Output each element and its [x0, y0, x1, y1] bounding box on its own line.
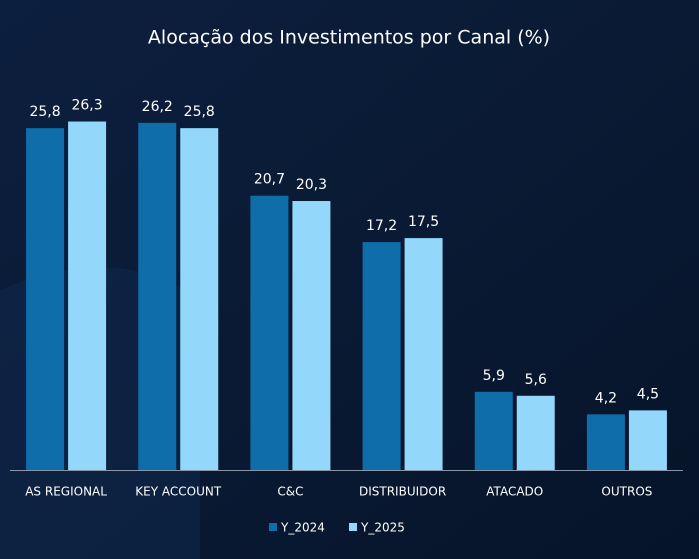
- x-tick-label: KEY ACCOUNT: [135, 485, 222, 499]
- legend-swatch: [349, 523, 357, 531]
- value-label: 5,6: [525, 372, 547, 388]
- x-tick-label: C&C: [277, 485, 303, 499]
- value-label: 5,9: [483, 368, 505, 384]
- bar: [404, 238, 443, 470]
- legend-label: Y_2025: [360, 521, 405, 535]
- value-label: 17,2: [366, 218, 397, 234]
- value-label: 20,3: [296, 177, 327, 193]
- bar: [138, 122, 177, 470]
- value-label: 4,5: [637, 386, 659, 402]
- chart-title: Alocação dos Investimentos por Canal (%): [148, 27, 550, 49]
- value-label: 20,7: [254, 172, 285, 188]
- value-label: 26,2: [142, 99, 173, 115]
- x-tick-label: ATACADO: [486, 485, 543, 499]
- value-label: 25,8: [184, 104, 215, 120]
- bar: [474, 391, 513, 470]
- bar: [628, 410, 667, 470]
- bar: [250, 195, 289, 470]
- bar: [586, 414, 625, 470]
- bar: [292, 201, 331, 470]
- value-label: 25,8: [29, 104, 60, 120]
- value-label: 17,5: [408, 214, 439, 230]
- x-tick-label: AS REGIONAL: [25, 485, 107, 499]
- bar: [362, 242, 401, 470]
- value-label: 4,2: [595, 390, 617, 406]
- x-tick-label: OUTROS: [601, 485, 652, 499]
- bar: [26, 128, 65, 470]
- x-tick-label: DISTRIBUIDOR: [359, 485, 446, 499]
- bar: [516, 395, 555, 470]
- legend-swatch: [269, 523, 277, 531]
- legend-label: Y_2024: [280, 521, 325, 535]
- bar: [180, 128, 219, 470]
- bar: [68, 121, 107, 471]
- value-label: 26,3: [71, 98, 102, 114]
